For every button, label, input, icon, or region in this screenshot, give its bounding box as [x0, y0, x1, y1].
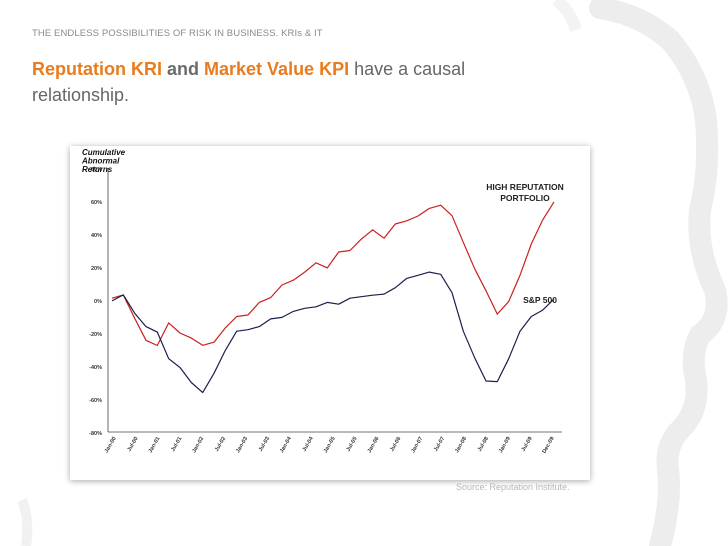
sp500-series-line [111, 271, 555, 394]
x-tick-label: Jul-01 [170, 436, 183, 453]
x-tick-label: Jan-04 [279, 435, 293, 454]
x-tick-label: Jan-07 [410, 436, 424, 454]
x-tick-label: Jul-08 [477, 436, 490, 453]
x-tick-label: Jan-06 [367, 436, 381, 454]
x-tick-label: Jan-05 [323, 436, 337, 454]
title-reputation-kri: Reputation KRI [32, 59, 162, 79]
x-tick-label: Jan-09 [498, 436, 512, 454]
x-tick-label: Jan-01 [148, 436, 162, 454]
x-tick-label: Jan-03 [235, 436, 249, 454]
returns-line-chart: -80% -60% -40% -20% 0% 20% 40% 60% 80% Cumulative… [81, 148, 564, 455]
y-tick-label: 0% [94, 299, 102, 305]
slide-title: Reputation KRI and Market Value KPI have… [32, 56, 552, 108]
annotation-high-reputation: HIGH REPUTATION PORTFOLIO [486, 182, 564, 203]
high-reputation-series-line [111, 201, 555, 347]
title-rest: have a causal relationship. [32, 59, 466, 105]
x-tick-label: Jul-06 [389, 436, 402, 453]
x-tick-label: Dec-09 [542, 436, 556, 455]
slide-header: THE ENDLESS POSSIBILITIES OF RISK IN BUS… [32, 28, 323, 39]
x-tick-label: Jul-04 [302, 435, 316, 453]
title-market-value-kpi: Market Value KPI [204, 59, 350, 79]
y-tick-label: 80% [91, 167, 102, 173]
y-tick-label: -20% [89, 332, 102, 338]
source-note: Source: Reputation Institute. [456, 482, 570, 492]
x-tick-label: Jul-09 [521, 436, 534, 453]
x-tick-label: Jul-03 [258, 436, 271, 453]
y-axis-label-line: Returns [82, 165, 113, 174]
title-conjunction: and [162, 59, 205, 79]
annotation-sp500: S&P 500 [523, 295, 557, 305]
x-tick-label: Jul-05 [345, 436, 358, 453]
y-tick-label: 40% [91, 233, 102, 239]
y-tick-label: -80% [89, 431, 102, 437]
x-tick-label: Jul-00 [126, 436, 139, 453]
x-tick-label: Jan-00 [104, 436, 118, 454]
y-tick-label: -40% [89, 365, 102, 371]
x-tick-label: Jul-07 [433, 436, 446, 453]
x-tick-label: Jan-02 [191, 436, 205, 454]
x-tick-label: Jan-08 [454, 436, 468, 454]
chart-panel: -80% -60% -40% -20% 0% 20% 40% 60% 80% Cumulative… [70, 146, 590, 480]
y-tick-label: 60% [91, 200, 102, 206]
y-axis-label-line: Abnormal [81, 157, 120, 166]
y-axis-label-line: Cumulative [82, 148, 126, 157]
y-tick-label: 20% [91, 266, 102, 272]
y-tick-label: -60% [89, 398, 102, 404]
x-tick-label: Jul-02 [214, 436, 227, 453]
